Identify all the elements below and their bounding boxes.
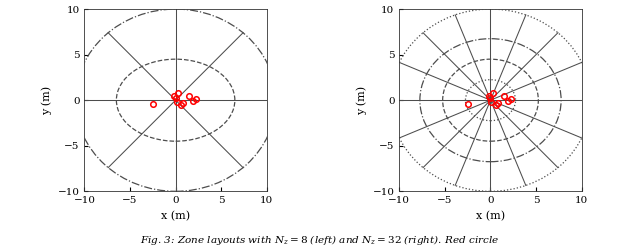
X-axis label: x (m): x (m) bbox=[476, 211, 505, 221]
Y-axis label: y (m): y (m) bbox=[356, 86, 367, 115]
Text: Fig. 3: Zone layouts with $N_z = 8$ (left) and $N_z = 32$ (right). Red circle: Fig. 3: Zone layouts with $N_z = 8$ (lef… bbox=[140, 233, 500, 247]
X-axis label: x (m): x (m) bbox=[161, 211, 190, 221]
Y-axis label: y (m): y (m) bbox=[42, 86, 52, 115]
